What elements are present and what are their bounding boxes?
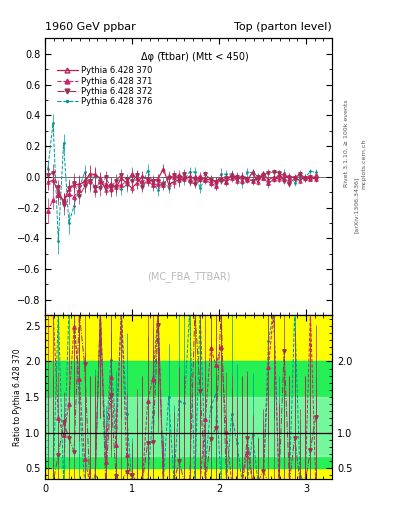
Text: 1960 GeV ppbar: 1960 GeV ppbar — [45, 22, 136, 32]
Text: Rivet 3.1.10, ≥ 100k events: Rivet 3.1.10, ≥ 100k events — [344, 99, 349, 187]
Bar — [45, 361, 332, 468]
Text: Δφ (t̅tbar) (Mtt < 450): Δφ (t̅tbar) (Mtt < 450) — [141, 52, 248, 62]
Text: (MC_FBA_TTBAR): (MC_FBA_TTBAR) — [147, 271, 230, 282]
Text: mcplots.cern.ch: mcplots.cern.ch — [362, 139, 367, 189]
Legend: Pythia 6.428 370, Pythia 6.428 371, Pythia 6.428 372, Pythia 6.428 376: Pythia 6.428 370, Pythia 6.428 371, Pyth… — [55, 65, 154, 108]
Text: Top (parton level): Top (parton level) — [234, 22, 332, 32]
Text: [arXiv:1306.3436]: [arXiv:1306.3436] — [354, 177, 359, 233]
Bar — [45, 397, 332, 456]
Bar — [45, 315, 332, 479]
Y-axis label: Ratio to Pythia 6.428 370: Ratio to Pythia 6.428 370 — [13, 348, 22, 446]
